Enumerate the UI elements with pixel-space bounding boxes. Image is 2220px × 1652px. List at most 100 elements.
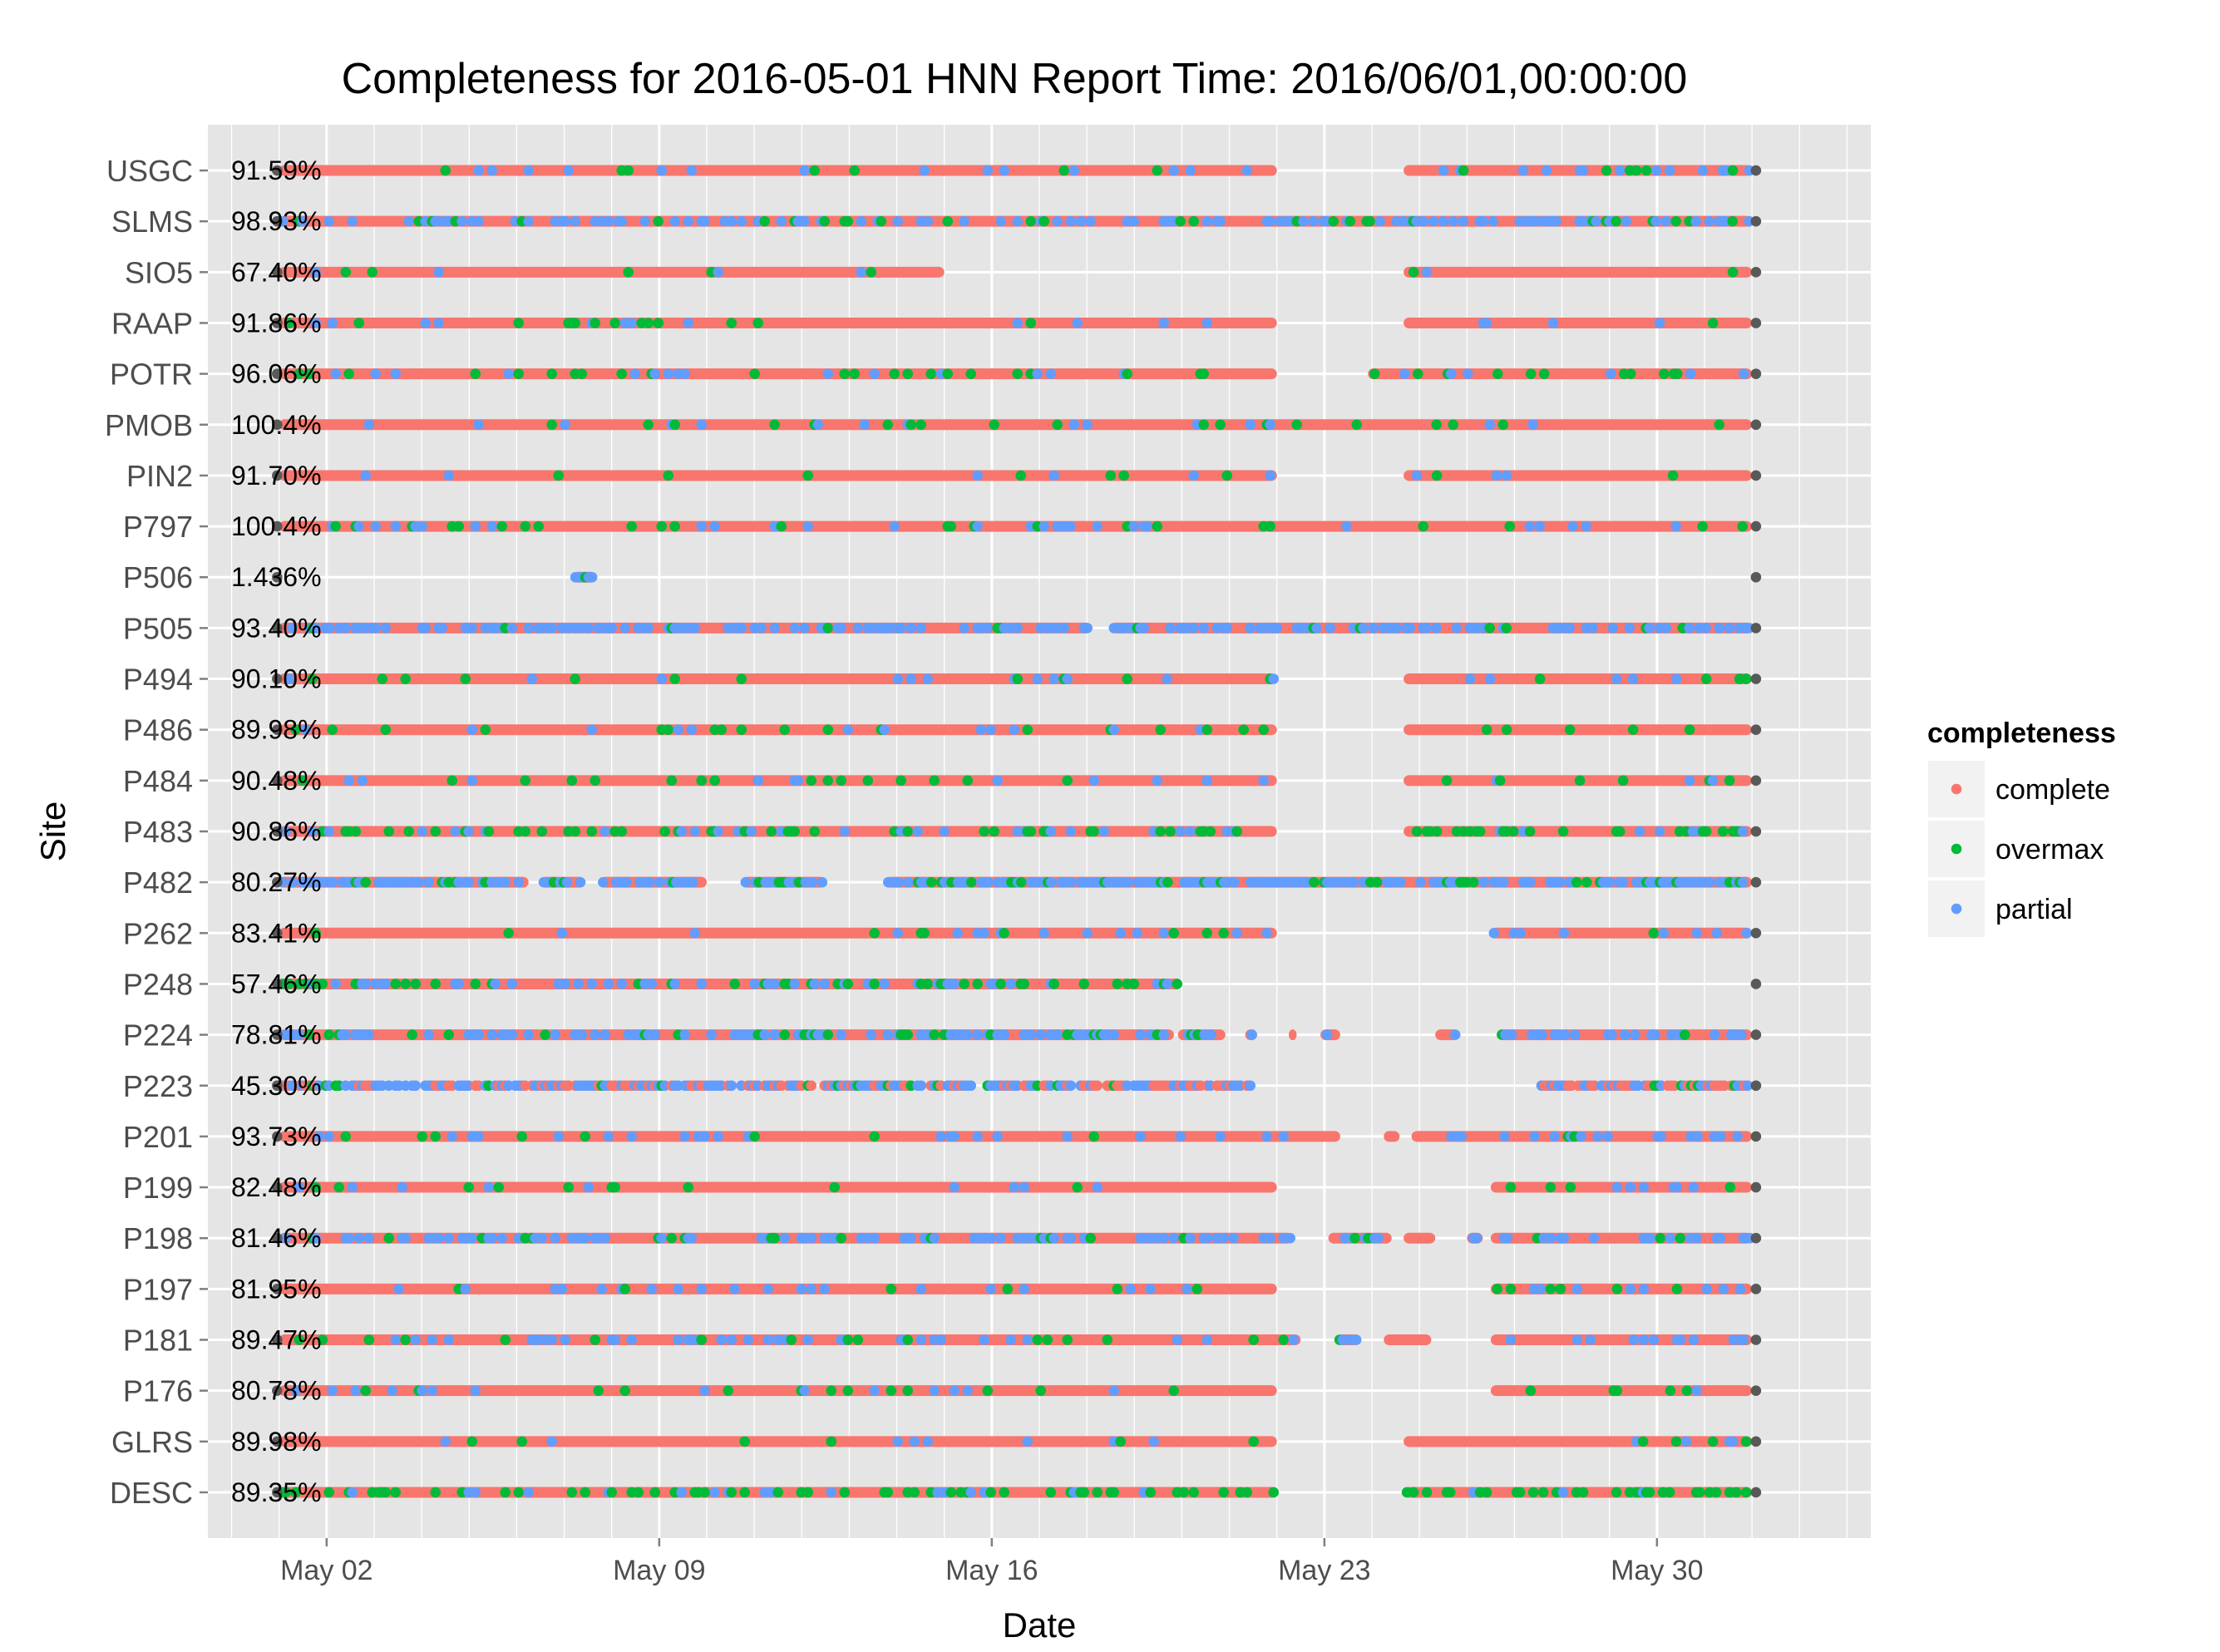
data-point	[446, 1131, 458, 1142]
site-series-p197	[272, 1283, 1762, 1294]
data-point	[1557, 826, 1569, 837]
data-point	[1115, 928, 1127, 939]
data-point	[686, 165, 698, 176]
data-point	[779, 1232, 791, 1244]
data-point	[1065, 876, 1077, 888]
data-point	[822, 1029, 834, 1040]
data-point	[972, 470, 984, 481]
data-point	[443, 1334, 455, 1345]
data-point	[686, 1232, 698, 1244]
data-point	[1025, 1029, 1037, 1040]
data-point	[1038, 215, 1050, 227]
data-point	[353, 520, 365, 532]
start-marker	[272, 318, 283, 328]
data-point	[999, 928, 1010, 939]
data-point	[580, 1131, 591, 1142]
data-point	[576, 368, 588, 379]
data-point	[486, 1029, 498, 1040]
data-point	[417, 826, 428, 837]
data-point	[1261, 1131, 1273, 1142]
data-point	[1724, 1181, 1736, 1193]
data-point	[294, 1334, 305, 1345]
site-percentage-label: 91.70%	[231, 461, 322, 491]
data-point	[383, 1232, 395, 1244]
data-point	[423, 1029, 435, 1040]
data-point	[466, 1232, 478, 1244]
data-point	[922, 215, 934, 227]
data-point	[942, 215, 954, 227]
data-point	[922, 673, 934, 684]
data-point	[1554, 876, 1566, 888]
data-point	[1418, 215, 1429, 227]
y-tick-label: SIO5	[125, 255, 193, 289]
data-point	[709, 775, 721, 787]
data-point	[280, 826, 292, 837]
complete-segment	[279, 520, 1753, 532]
y-tick-label: PMOB	[105, 408, 193, 442]
data-point	[1564, 623, 1576, 634]
data-point	[1072, 318, 1083, 328]
data-point	[696, 775, 708, 787]
start-marker	[272, 928, 283, 939]
data-point	[340, 1131, 352, 1142]
data-point	[812, 419, 824, 431]
data-point	[1012, 623, 1024, 634]
data-point	[357, 775, 368, 787]
data-point	[483, 826, 495, 837]
data-point	[1715, 1131, 1726, 1142]
data-point	[1155, 724, 1167, 735]
data-point	[1737, 876, 1749, 888]
data-point	[1265, 419, 1276, 431]
data-point	[1558, 1232, 1570, 1244]
data-point	[1394, 876, 1406, 888]
data-point	[1704, 215, 1715, 227]
complete-segment	[1404, 826, 1753, 837]
data-point	[1474, 826, 1486, 837]
data-point	[919, 165, 930, 176]
data-point	[1088, 775, 1100, 787]
data-point	[1062, 1334, 1073, 1345]
data-point	[1660, 215, 1672, 227]
data-point	[1627, 724, 1639, 735]
data-point	[806, 1080, 817, 1092]
data-point	[560, 1334, 571, 1345]
end-marker	[1750, 979, 1762, 989]
data-point	[1640, 165, 1652, 176]
data-point	[1441, 775, 1453, 787]
data-point	[1191, 1284, 1203, 1294]
data-point	[999, 165, 1010, 176]
y-tick-label: P176	[123, 1374, 193, 1408]
data-point	[1671, 368, 1683, 379]
data-point	[1128, 979, 1140, 989]
end-marker	[1750, 1385, 1762, 1396]
data-point	[1655, 1131, 1666, 1142]
data-points	[272, 165, 1762, 1498]
data-point	[1431, 419, 1443, 431]
site-percentage-label: 83.41%	[231, 918, 322, 948]
end-marker	[1750, 368, 1762, 379]
data-point	[1602, 1131, 1613, 1142]
data-point	[1012, 318, 1024, 328]
site-series-potr	[272, 368, 1762, 380]
data-point	[598, 876, 609, 888]
data-point	[1627, 673, 1639, 684]
data-point	[523, 1487, 535, 1498]
data-point	[1585, 1334, 1596, 1345]
data-point	[972, 1029, 984, 1040]
end-marker	[1750, 1131, 1762, 1142]
data-point	[1592, 1131, 1603, 1142]
data-point	[929, 1385, 940, 1396]
data-point	[383, 826, 395, 837]
data-point	[1065, 1080, 1077, 1092]
data-point	[1611, 1385, 1623, 1396]
data-point	[1162, 673, 1173, 684]
data-point	[546, 1436, 558, 1447]
y-tick-label: P483	[123, 815, 193, 849]
data-point	[1658, 928, 1670, 939]
data-point	[1727, 267, 1739, 278]
data-point	[553, 470, 565, 481]
start-marker	[272, 1232, 283, 1244]
data-point	[819, 979, 831, 989]
data-point	[1238, 724, 1250, 735]
data-point	[576, 1029, 588, 1040]
